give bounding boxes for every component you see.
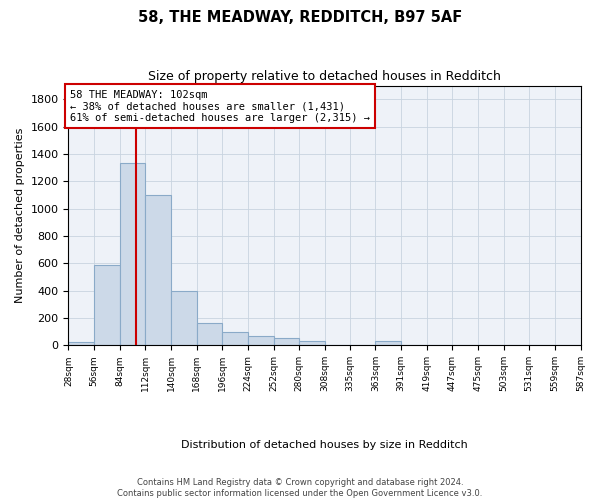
Text: 58, THE MEADWAY, REDDITCH, B97 5AF: 58, THE MEADWAY, REDDITCH, B97 5AF <box>138 10 462 25</box>
Title: Size of property relative to detached houses in Redditch: Size of property relative to detached ho… <box>148 70 501 83</box>
Bar <box>223 332 248 345</box>
Bar <box>171 290 197 346</box>
Text: Contains HM Land Registry data © Crown copyright and database right 2024.
Contai: Contains HM Land Registry data © Crown c… <box>118 478 482 498</box>
Bar <box>248 336 274 345</box>
X-axis label: Distribution of detached houses by size in Redditch: Distribution of detached houses by size … <box>181 440 468 450</box>
Bar <box>197 324 223 345</box>
Y-axis label: Number of detached properties: Number of detached properties <box>15 128 25 303</box>
Bar <box>274 338 299 345</box>
Bar <box>145 195 171 346</box>
Bar <box>120 164 145 346</box>
Text: 58 THE MEADWAY: 102sqm
← 38% of detached houses are smaller (1,431)
61% of semi-: 58 THE MEADWAY: 102sqm ← 38% of detached… <box>70 90 370 123</box>
Bar <box>94 264 120 345</box>
Bar <box>68 342 94 345</box>
Bar <box>299 341 325 345</box>
Bar <box>375 341 401 345</box>
